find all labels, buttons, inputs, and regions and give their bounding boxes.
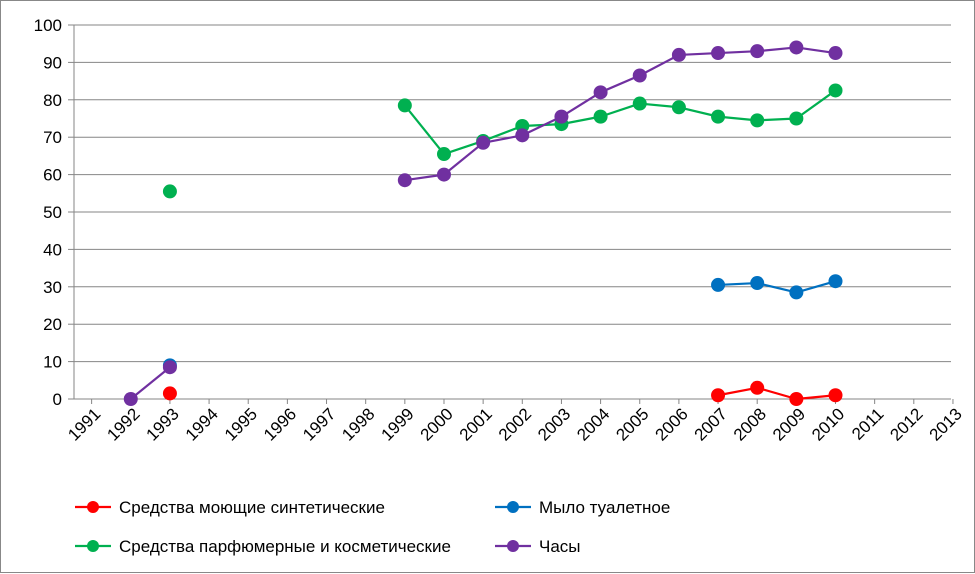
x-tick-label: 1994: [182, 404, 222, 444]
axes: [68, 24, 954, 404]
x-tick-label: 2012: [886, 404, 926, 444]
series-0: [162, 380, 843, 406]
data-point: [750, 44, 765, 59]
legend-label: Средства парфюмерные и косметические: [119, 537, 451, 556]
legend-marker: [87, 501, 99, 513]
data-point: [397, 98, 412, 113]
data-point: [162, 360, 177, 375]
y-tick-label: 60: [43, 166, 62, 185]
legend-item: Средства моющие синтетические: [75, 498, 385, 517]
data-point: [436, 147, 451, 162]
y-tick-label: 20: [43, 315, 62, 334]
legend-item: Часы: [495, 537, 581, 556]
data-point: [828, 83, 843, 98]
data-point: [632, 96, 647, 111]
data-point: [593, 85, 608, 100]
x-tick-label: 2004: [573, 404, 613, 444]
x-tick-label: 2011: [848, 404, 887, 443]
series-line-segment: [795, 89, 837, 120]
data-point: [515, 128, 530, 143]
y-axis-tick-labels: 0 10 20 30 40 50 60 70 80 90 100: [34, 16, 62, 409]
y-tick-label: 0: [53, 390, 62, 409]
data-point: [554, 109, 569, 124]
x-tick-label: 1995: [221, 404, 261, 444]
series-line-segment: [521, 115, 562, 137]
legend-label: Мыло туалетное: [539, 498, 670, 517]
data-point: [711, 109, 726, 124]
gridlines: [74, 24, 951, 363]
data-point: [789, 285, 804, 300]
data-point: [828, 388, 843, 403]
y-tick-label: 40: [43, 240, 62, 259]
x-tick-label: 2000: [417, 404, 457, 444]
series-line-segment: [600, 74, 641, 94]
x-tick-label: 2001: [456, 404, 496, 444]
y-tick-label: 30: [43, 278, 62, 297]
x-tick-label: 1991: [64, 404, 104, 444]
legend: Средства моющие синтетические Мыло туалет…: [75, 498, 670, 556]
x-tick-label: 2013: [926, 404, 966, 444]
data-point: [123, 392, 138, 406]
data-point: [593, 109, 608, 124]
legend-label: Средства моющие синтетические: [119, 498, 385, 517]
data-point: [711, 46, 726, 61]
y-tick-label: 80: [43, 91, 62, 110]
x-tick-label: 2008: [730, 404, 770, 444]
x-tick-label: 2006: [652, 404, 692, 444]
x-tick-label: 2002: [495, 404, 535, 444]
y-tick-label: 50: [43, 203, 62, 222]
legend-item: Мыло туалетное: [495, 498, 670, 517]
series-1: [162, 274, 843, 373]
legend-marker: [507, 501, 519, 513]
data-point: [789, 40, 804, 55]
data-point: [789, 111, 804, 126]
x-tick-label: 1998: [338, 404, 378, 444]
data-point: [750, 113, 765, 128]
data-point: [828, 274, 843, 289]
x-tick-label: 1993: [143, 404, 183, 444]
data-point: [632, 68, 647, 83]
legend-label: Часы: [539, 537, 581, 556]
legend-marker: [87, 540, 99, 552]
legend-item: Средства парфюмерные и косметические: [75, 537, 451, 556]
data-point: [162, 184, 177, 199]
x-tick-label: 2010: [808, 404, 848, 444]
x-tick-label: 2005: [612, 404, 652, 444]
x-tick-label: 2009: [769, 404, 809, 444]
data-point: [671, 47, 686, 62]
x-tick-label: 1997: [299, 404, 339, 444]
series-layer: [123, 40, 843, 406]
series-line-segment: [560, 91, 602, 118]
x-tick-label: 2007: [691, 404, 731, 444]
data-point: [671, 100, 686, 115]
x-tick-label: 1999: [377, 404, 417, 444]
data-point: [828, 46, 843, 61]
series-line-segment: [403, 104, 445, 155]
series-line-segment: [130, 366, 171, 400]
y-tick-label: 100: [34, 16, 62, 35]
x-tick-label: 2003: [534, 404, 574, 444]
data-point: [789, 392, 804, 406]
series-3: [123, 40, 843, 406]
data-point: [397, 173, 412, 188]
series-2: [162, 83, 843, 199]
x-tick-label: 1996: [260, 404, 300, 444]
series-line-segment: [443, 141, 484, 176]
y-tick-label: 10: [43, 353, 62, 372]
data-point: [711, 277, 726, 292]
y-tick-label: 70: [43, 128, 62, 147]
data-point: [711, 388, 726, 403]
legend-marker: [507, 540, 519, 552]
data-point: [750, 276, 765, 291]
x-axis-tick-labels: 1991199219931994199519961997199819992000…: [64, 404, 966, 444]
x-tick-label: 1992: [103, 404, 143, 444]
data-point: [476, 135, 491, 150]
data-point: [436, 167, 451, 182]
y-tick-label: 90: [43, 53, 62, 72]
series-line-segment: [639, 53, 680, 77]
data-point: [162, 386, 177, 401]
data-point: [750, 380, 765, 395]
